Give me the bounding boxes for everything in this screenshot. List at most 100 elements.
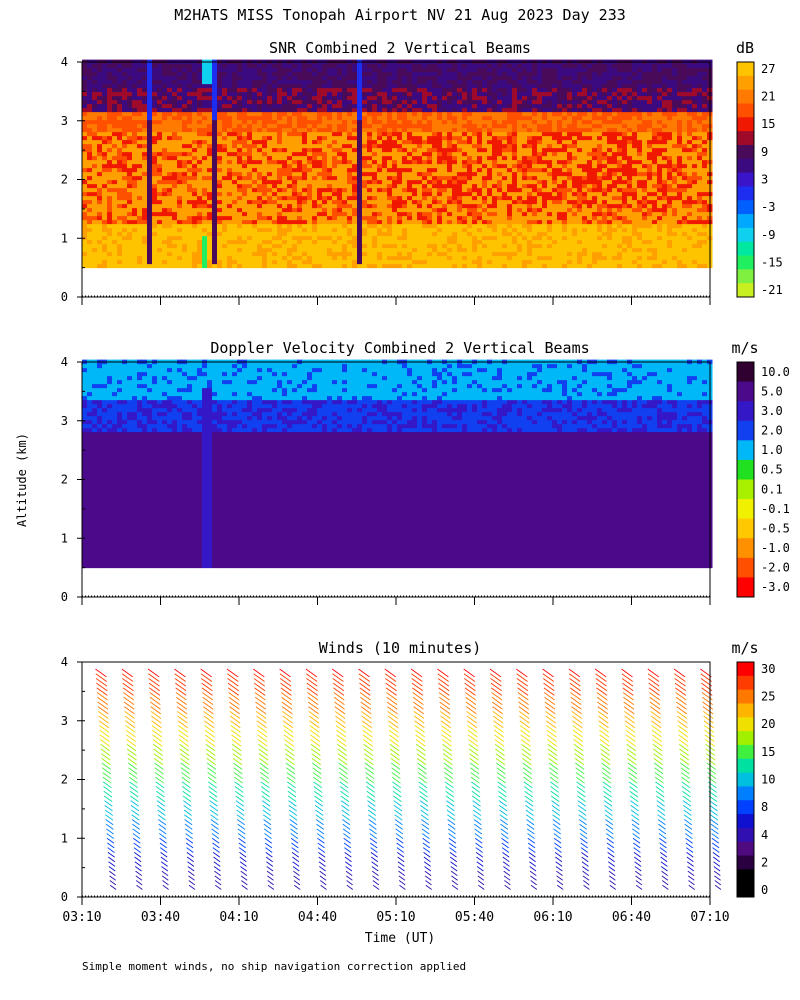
snr-cell (307, 255, 313, 261)
snr-cell (322, 143, 328, 149)
snr-cell (247, 231, 253, 237)
snr-cell (482, 227, 488, 233)
snr-cell (497, 227, 503, 233)
snr-cell (217, 127, 223, 133)
snr-cell (172, 243, 178, 249)
snr-cell (292, 191, 298, 197)
snr-cell (502, 115, 508, 121)
snr-cell (312, 79, 318, 85)
snr-cell (342, 99, 348, 105)
snr-cell (207, 83, 213, 89)
snr-cell (317, 167, 323, 173)
snr-cell (122, 175, 128, 181)
snr-cell (487, 95, 493, 101)
snr-cell (87, 263, 93, 269)
snr-cell (322, 203, 328, 209)
snr-cell (477, 155, 483, 161)
snr-cell (352, 135, 358, 141)
snr-cell (137, 223, 143, 229)
snr-cell (547, 71, 553, 77)
snr-cell (392, 83, 398, 89)
snr-cell (557, 67, 563, 73)
snr-cell (107, 123, 113, 129)
snr-cell (162, 203, 168, 209)
snr-cell (342, 243, 348, 249)
snr-cell (397, 75, 403, 81)
snr-cell (232, 135, 238, 141)
snr-cell (542, 131, 548, 137)
snr-cell (102, 95, 108, 101)
snr-cell (487, 115, 493, 121)
snr-cell (252, 119, 258, 125)
snr-cell (222, 239, 228, 245)
snr-cell (477, 179, 483, 185)
snr-cell (272, 183, 278, 189)
snr-cell (357, 183, 363, 189)
snr-cell (352, 71, 358, 77)
snr-cell (227, 155, 233, 161)
snr-cell (292, 211, 298, 217)
snr-cell (527, 199, 533, 205)
snr-cell (377, 139, 383, 145)
snr-cell (467, 183, 473, 189)
snr-cell (552, 111, 558, 117)
snr-cell (532, 119, 538, 125)
snr-cell (282, 87, 288, 93)
snr-cell (132, 123, 138, 129)
snr-cell (237, 215, 243, 221)
snr-cell (347, 215, 353, 221)
snr-cell (522, 147, 528, 153)
snr-cell (272, 123, 278, 129)
snr-cell (137, 111, 143, 117)
snr-cell (107, 67, 113, 73)
snr-cell (407, 211, 413, 217)
snr-cell (252, 171, 258, 177)
snr-cell (282, 263, 288, 269)
snr-cell (272, 147, 278, 153)
snr-cell (247, 227, 253, 233)
snr-cell (462, 79, 468, 85)
snr-cell (202, 235, 208, 241)
snr-cell (202, 215, 208, 221)
snr-cell (507, 67, 513, 73)
snr-cell (367, 251, 373, 257)
snr-cell (232, 63, 238, 69)
snr-cell (317, 71, 323, 77)
snr-cell (317, 187, 323, 193)
snr-cell (267, 263, 273, 269)
snr-cell (382, 235, 388, 241)
snr-cell (497, 235, 503, 241)
snr-cell (432, 227, 438, 233)
snr-cell (512, 107, 518, 113)
snr-cell (182, 75, 188, 81)
snr-cell (317, 211, 323, 217)
snr-cell (472, 71, 478, 77)
snr-cell (102, 135, 108, 141)
snr-cell (367, 71, 373, 77)
snr-cell (542, 71, 548, 77)
snr-cell (482, 187, 488, 193)
snr-cell (312, 155, 318, 161)
snr-cell (137, 115, 143, 121)
snr-cell (372, 199, 378, 205)
snr-cell (412, 223, 418, 229)
snr-cell (227, 231, 233, 237)
snr-cell (302, 247, 308, 253)
snr-cell (487, 71, 493, 77)
snr-cell (102, 143, 108, 149)
snr-cell (472, 235, 478, 241)
snr-cell (492, 155, 498, 161)
snr-cell (447, 119, 453, 125)
snr-cell (307, 215, 313, 221)
snr-cell (252, 179, 258, 185)
snr-cell (262, 147, 268, 153)
snr-cell (547, 223, 553, 229)
snr-cell (442, 259, 448, 265)
snr-cell (357, 175, 363, 181)
snr-cell (122, 243, 128, 249)
snr-cell (442, 155, 448, 161)
snr-cell (357, 171, 363, 177)
snr-cell (282, 175, 288, 181)
snr-cell (512, 63, 518, 69)
snr-cell (477, 91, 483, 97)
